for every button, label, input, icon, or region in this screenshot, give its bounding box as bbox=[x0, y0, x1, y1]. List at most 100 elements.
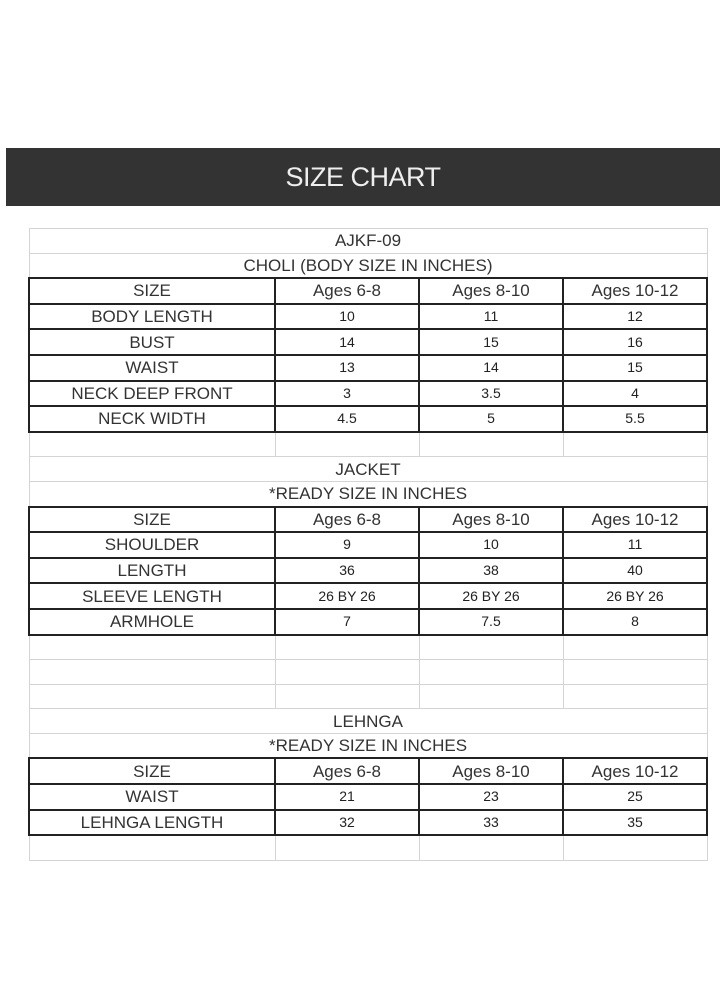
measurement-label: SHOULDER bbox=[28, 531, 276, 559]
column-header: Ages 8-10 bbox=[418, 757, 564, 786]
measurement-value: 40 bbox=[561, 556, 709, 585]
empty-cell bbox=[28, 633, 276, 661]
column-header: Ages 6-8 bbox=[274, 505, 420, 534]
measurement-value: 3 bbox=[274, 379, 420, 408]
empty-cell bbox=[418, 683, 564, 710]
section-title-row: AJKF-09 bbox=[28, 228, 708, 254]
measurement-value: 5 bbox=[418, 405, 564, 433]
measurement-value: 13 bbox=[274, 353, 420, 382]
empty-row bbox=[28, 633, 708, 661]
column-header: Ages 10-12 bbox=[561, 505, 709, 534]
empty-row bbox=[28, 683, 708, 710]
measurement-value: 4.5 bbox=[274, 405, 420, 433]
measurement-value: 35 bbox=[561, 808, 709, 837]
table-row: ARMHOLE 7 7.5 8 bbox=[28, 607, 709, 636]
measurement-value: 5.5 bbox=[561, 405, 709, 433]
column-header: Ages 8-10 bbox=[418, 505, 564, 534]
measurement-value: 32 bbox=[274, 808, 420, 837]
measurement-value: 11 bbox=[561, 531, 709, 559]
empty-cell bbox=[562, 633, 708, 661]
table-row: NECK WIDTH 4.5 5 5.5 bbox=[28, 405, 709, 433]
section-title: AJKF-09 bbox=[28, 228, 708, 254]
column-header: SIZE bbox=[28, 757, 276, 786]
column-header: SIZE bbox=[28, 277, 276, 305]
measurement-value: 14 bbox=[274, 328, 420, 356]
section-subtitle: CHOLI (BODY SIZE IN INCHES) bbox=[28, 252, 708, 279]
measurement-value: 15 bbox=[418, 328, 564, 356]
table-row: BODY LENGTH 10 11 12 bbox=[28, 302, 709, 331]
empty-cell bbox=[28, 834, 276, 861]
header-row: SIZE Ages 6-8 Ages 8-10 Ages 10-12 bbox=[28, 277, 709, 305]
measurement-label: LEHNGA LENGTH bbox=[28, 808, 276, 837]
measurement-value: 23 bbox=[418, 783, 564, 811]
empty-cell bbox=[274, 431, 420, 458]
empty-cell bbox=[28, 659, 276, 685]
measurement-label: NECK DEEP FRONT bbox=[28, 379, 276, 408]
measurement-label: BUST bbox=[28, 328, 276, 356]
empty-cell bbox=[28, 683, 276, 710]
measurement-label: LENGTH bbox=[28, 556, 276, 585]
banner-title: SIZE CHART bbox=[285, 161, 441, 192]
column-header: Ages 6-8 bbox=[274, 757, 420, 786]
measurement-label: ARMHOLE bbox=[28, 607, 276, 636]
measurement-value: 4 bbox=[561, 379, 709, 408]
measurement-value: 14 bbox=[418, 353, 564, 382]
empty-row bbox=[28, 431, 708, 458]
table-row: SHOULDER 9 10 11 bbox=[28, 531, 709, 559]
measurement-value: 26 BY 26 bbox=[274, 582, 420, 610]
empty-cell bbox=[418, 659, 564, 685]
empty-cell bbox=[562, 834, 708, 861]
measurement-value: 7 bbox=[274, 607, 420, 636]
empty-cell bbox=[562, 659, 708, 685]
measurement-value: 26 BY 26 bbox=[561, 582, 709, 610]
empty-cell bbox=[274, 683, 420, 710]
empty-cell bbox=[274, 834, 420, 861]
measurement-label: WAIST bbox=[28, 353, 276, 382]
table-row: SLEEVE LENGTH 26 BY 26 26 BY 26 26 BY 26 bbox=[28, 582, 709, 610]
measurement-label: WAIST bbox=[28, 783, 276, 811]
empty-row bbox=[28, 659, 708, 685]
section-subtitle: *READY SIZE IN INCHES bbox=[28, 732, 708, 759]
column-header: Ages 10-12 bbox=[561, 757, 709, 786]
empty-cell bbox=[28, 431, 276, 458]
measurement-label: SLEEVE LENGTH bbox=[28, 582, 276, 610]
measurement-value: 10 bbox=[418, 531, 564, 559]
header-row: SIZE Ages 6-8 Ages 8-10 Ages 10-12 bbox=[28, 757, 709, 786]
section-title: JACKET bbox=[28, 456, 708, 482]
empty-row bbox=[28, 834, 708, 861]
empty-cell bbox=[274, 633, 420, 661]
table-row: BUST 14 15 16 bbox=[28, 328, 709, 356]
header-row: SIZE Ages 6-8 Ages 8-10 Ages 10-12 bbox=[28, 505, 709, 534]
measurement-value: 38 bbox=[418, 556, 564, 585]
section-subtitle: *READY SIZE IN INCHES bbox=[28, 480, 708, 508]
measurement-value: 26 BY 26 bbox=[418, 582, 564, 610]
measurement-value: 10 bbox=[274, 302, 420, 331]
table-row: WAIST 21 23 25 bbox=[28, 783, 709, 811]
empty-cell bbox=[562, 431, 708, 458]
measurement-value: 8 bbox=[561, 607, 709, 636]
section-subtitle-row: CHOLI (BODY SIZE IN INCHES) bbox=[28, 252, 708, 279]
measurement-label: BODY LENGTH bbox=[28, 302, 276, 331]
section-title-row: LEHNGA bbox=[28, 708, 708, 734]
table-row: WAIST 13 14 15 bbox=[28, 353, 709, 382]
size-chart-banner: SIZE CHART bbox=[6, 148, 720, 206]
measurement-value: 36 bbox=[274, 556, 420, 585]
section-subtitle-row: *READY SIZE IN INCHES bbox=[28, 480, 708, 508]
empty-cell bbox=[562, 683, 708, 710]
size-chart-table: AJKF-09 CHOLI (BODY SIZE IN INCHES) SIZE Ag… bbox=[28, 228, 709, 861]
measurement-value: 9 bbox=[274, 531, 420, 559]
section-title-row: JACKET bbox=[28, 456, 708, 482]
section-title: LEHNGA bbox=[28, 708, 708, 734]
measurement-value: 16 bbox=[561, 328, 709, 356]
measurement-value: 15 bbox=[561, 353, 709, 382]
measurement-value: 12 bbox=[561, 302, 709, 331]
measurement-value: 25 bbox=[561, 783, 709, 811]
column-header: Ages 8-10 bbox=[418, 277, 564, 305]
table-row: LENGTH 36 38 40 bbox=[28, 556, 709, 585]
section-subtitle-row: *READY SIZE IN INCHES bbox=[28, 732, 708, 759]
measurement-value: 7.5 bbox=[418, 607, 564, 636]
measurement-label: NECK WIDTH bbox=[28, 405, 276, 433]
measurement-value: 33 bbox=[418, 808, 564, 837]
measurement-value: 21 bbox=[274, 783, 420, 811]
column-header: SIZE bbox=[28, 505, 276, 534]
